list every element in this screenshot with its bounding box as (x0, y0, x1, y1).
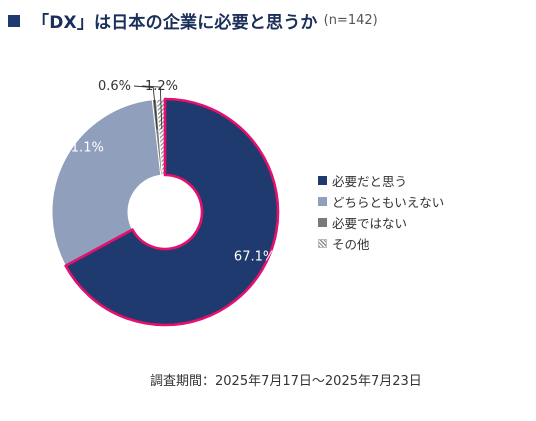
legend-item-necessary: 必要だと思う (318, 170, 444, 191)
legend-label: その他 (332, 237, 370, 252)
data-label-3: 1.2% (145, 79, 178, 94)
survey-period: 調査期間：2025年7月17日〜2025年7月23日 (150, 370, 422, 389)
leader-line-2 (133, 85, 158, 130)
leader-line-3 (141, 85, 163, 130)
chart-legend: 必要だと思う どちらともいえない 必要ではない その他 (318, 170, 444, 254)
legend-item-unnecessary: 必要ではない (318, 212, 444, 233)
survey-period-label: 調査期間： (150, 374, 216, 389)
survey-period-range: 2025年7月17日〜2025年7月23日 (215, 374, 422, 389)
chart-title: 「DX」は日本の企業に必要と思うか (32, 13, 318, 33)
legend-swatch (318, 176, 327, 185)
data-label-2: 0.6% (98, 79, 131, 94)
title-square-icon (8, 14, 20, 27)
legend-item-neutral: どちらともいえない (318, 191, 444, 212)
legend-label: 必要ではない (332, 216, 408, 231)
legend-swatch (318, 197, 327, 206)
slice-highlight-border (64, 97, 280, 327)
legend-swatch (318, 218, 327, 227)
sample-size: (n=142) (323, 13, 378, 28)
legend-label: 必要だと思う (332, 174, 408, 189)
legend-item-other: その他 (318, 233, 444, 254)
data-label-1: 31.1% (63, 141, 104, 156)
legend-label: どちらともいえない (332, 195, 445, 210)
data-label-0: 67.1% (234, 249, 275, 264)
slice-neutral (51, 99, 162, 267)
chart-title-row: 「DX」は日本の企業に必要と思うか (n=142) (8, 8, 378, 33)
legend-swatch (318, 239, 327, 248)
